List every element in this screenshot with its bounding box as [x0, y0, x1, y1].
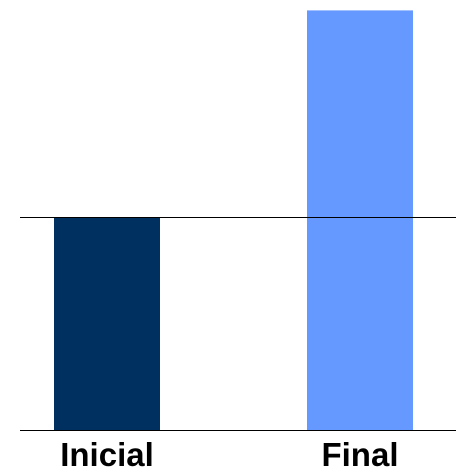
bar-final [307, 10, 413, 430]
category-label-final: Final [321, 436, 398, 473]
bars-group [54, 10, 413, 430]
category-labels: Inicial Final [60, 436, 398, 473]
bar-inicial [54, 217, 160, 430]
category-label-inicial: Inicial [60, 436, 154, 473]
